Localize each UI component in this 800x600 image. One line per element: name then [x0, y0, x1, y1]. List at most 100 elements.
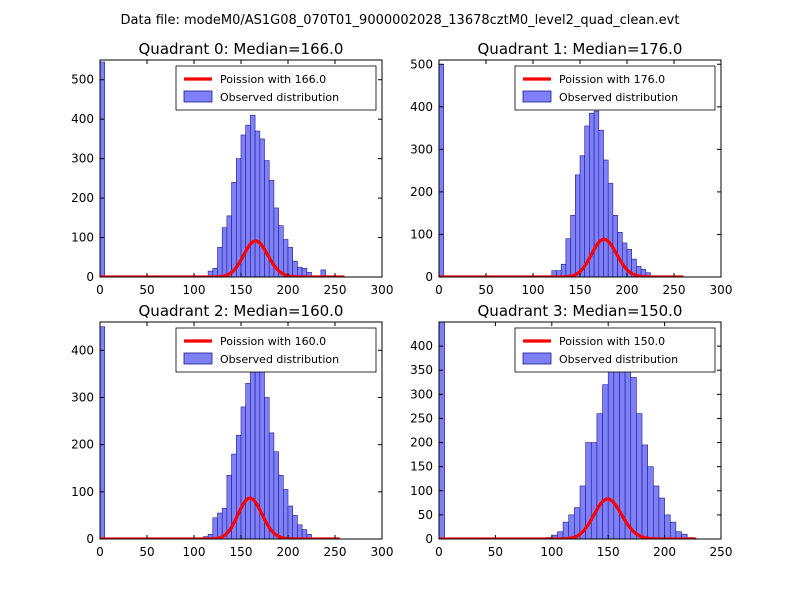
- y-tick-label: 500: [71, 73, 94, 87]
- histogram-bar: [217, 247, 223, 277]
- histogram-bar: [565, 238, 571, 277]
- x-tick-label: 300: [371, 283, 394, 297]
- histogram-bar: [596, 413, 603, 539]
- histogram-bar: [287, 247, 293, 277]
- x-tick-label: 100: [540, 545, 563, 559]
- legend-box: [514, 65, 716, 111]
- y-tick-label: 400: [410, 339, 433, 353]
- y-tick-label: 400: [71, 112, 94, 126]
- histogram-bar: [245, 383, 251, 539]
- histogram-bar: [630, 377, 637, 539]
- x-tick-label: 0: [435, 283, 443, 297]
- histogram-bar: [439, 322, 445, 539]
- histogram-bar: [278, 475, 284, 539]
- histogram-bar: [568, 514, 575, 539]
- x-tick-label: 50: [139, 545, 154, 559]
- y-tick-label: 100: [410, 227, 433, 241]
- histogram-bar: [212, 517, 218, 539]
- y-tick-label: 50: [418, 508, 433, 522]
- histogram-bar: [282, 239, 289, 277]
- histogram-bar: [579, 155, 585, 277]
- histogram-bar: [647, 466, 654, 539]
- y-tick-label: 200: [410, 436, 433, 450]
- legend-box: [514, 327, 716, 373]
- chart-panel-2: 0 50 100 150 200 250 300 0 100 200 300 400 Quadrant …: [71, 302, 393, 559]
- chart-title: Quadrant 2: Median=160.0: [139, 302, 344, 320]
- legend-hist-swatch: [522, 352, 552, 365]
- histogram-bar: [320, 269, 326, 277]
- histogram-bar: [607, 183, 614, 277]
- histogram-bar: [636, 413, 643, 539]
- x-tick-label: 0: [96, 283, 104, 297]
- histogram-bar: [254, 359, 261, 539]
- x-tick-label: 150: [230, 283, 253, 297]
- histogram-bar: [602, 384, 609, 539]
- x-tick-label: 50: [478, 283, 493, 297]
- histogram-bar: [245, 124, 251, 277]
- y-tick-label: 300: [71, 390, 94, 404]
- y-tick-label: 300: [410, 142, 433, 156]
- y-tick-label: 0: [86, 532, 94, 546]
- y-tick-label: 400: [71, 343, 94, 357]
- y-tick-label: 250: [410, 411, 433, 425]
- histogram-bar: [250, 114, 256, 277]
- histogram-bar: [273, 451, 279, 539]
- y-tick-label: 350: [410, 363, 433, 377]
- histogram-bar: [603, 159, 609, 277]
- histogram-bar: [259, 138, 265, 277]
- x-tick-label: 50: [488, 545, 503, 559]
- histogram-bar: [268, 432, 275, 539]
- legend-box: [175, 327, 377, 373]
- histogram-bar: [264, 160, 270, 277]
- chart-panel-0: 0 50 100 150 200 250 300 0 100 200 300 400 500 Quadra…: [71, 40, 393, 297]
- histogram-bar: [250, 364, 256, 539]
- histogram-bar: [584, 125, 590, 277]
- chart-panel-1: 0 50 100 150 200 250 300 0 100 200 300 400 500 Quadra…: [410, 40, 732, 297]
- x-tick-label: 200: [277, 545, 300, 559]
- y-tick-label: 200: [71, 191, 94, 205]
- histogram-bar: [217, 512, 223, 539]
- y-tick-label: 150: [410, 460, 433, 474]
- histogram-bar: [254, 130, 261, 277]
- legend-hist-label: Observed distribution: [220, 353, 339, 366]
- histogram-bar: [100, 61, 105, 277]
- histogram-bar: [664, 514, 671, 539]
- histogram-bar: [669, 521, 677, 539]
- legend-hist-label: Observed distribution: [559, 353, 678, 366]
- x-tick-label: 300: [710, 283, 733, 297]
- chart-title: Quadrant 3: Median=150.0: [478, 302, 683, 320]
- x-tick-label: 200: [277, 283, 300, 297]
- histogram-bar: [292, 260, 298, 277]
- plot-area: [100, 61, 346, 277]
- histogram-bar: [231, 182, 237, 277]
- x-tick-label: 150: [230, 545, 253, 559]
- histogram-bar: [221, 227, 228, 277]
- x-tick-label: 250: [663, 283, 686, 297]
- x-tick-label: 300: [371, 545, 394, 559]
- histogram-bar: [287, 505, 293, 539]
- legend-poisson-label: Poission with 160.0: [220, 335, 326, 348]
- histogram-bar: [236, 434, 242, 539]
- histogram-bar: [562, 521, 570, 539]
- legend-hist-swatch: [183, 90, 213, 103]
- y-tick-label: 300: [71, 152, 94, 166]
- histogram-bar: [282, 489, 289, 539]
- x-tick-label: 150: [597, 545, 620, 559]
- legend-poisson-label: Poission with 150.0: [559, 335, 665, 348]
- histogram-bar: [598, 129, 604, 277]
- histogram-bar: [297, 524, 303, 539]
- histogram-bar: [641, 444, 648, 539]
- histogram-bar: [240, 406, 246, 539]
- histogram-bar: [292, 515, 298, 539]
- y-tick-label: 200: [71, 438, 94, 452]
- x-tick-label: 0: [435, 545, 443, 559]
- y-tick-label: 500: [410, 57, 433, 71]
- x-tick-label: 250: [324, 283, 347, 297]
- histogram-bar: [607, 360, 615, 539]
- y-tick-label: 200: [410, 185, 433, 199]
- histogram-bar: [560, 263, 567, 277]
- legend-hist-label: Observed distribution: [220, 91, 339, 104]
- axes-frame: [438, 321, 722, 540]
- legend-box: [175, 65, 377, 111]
